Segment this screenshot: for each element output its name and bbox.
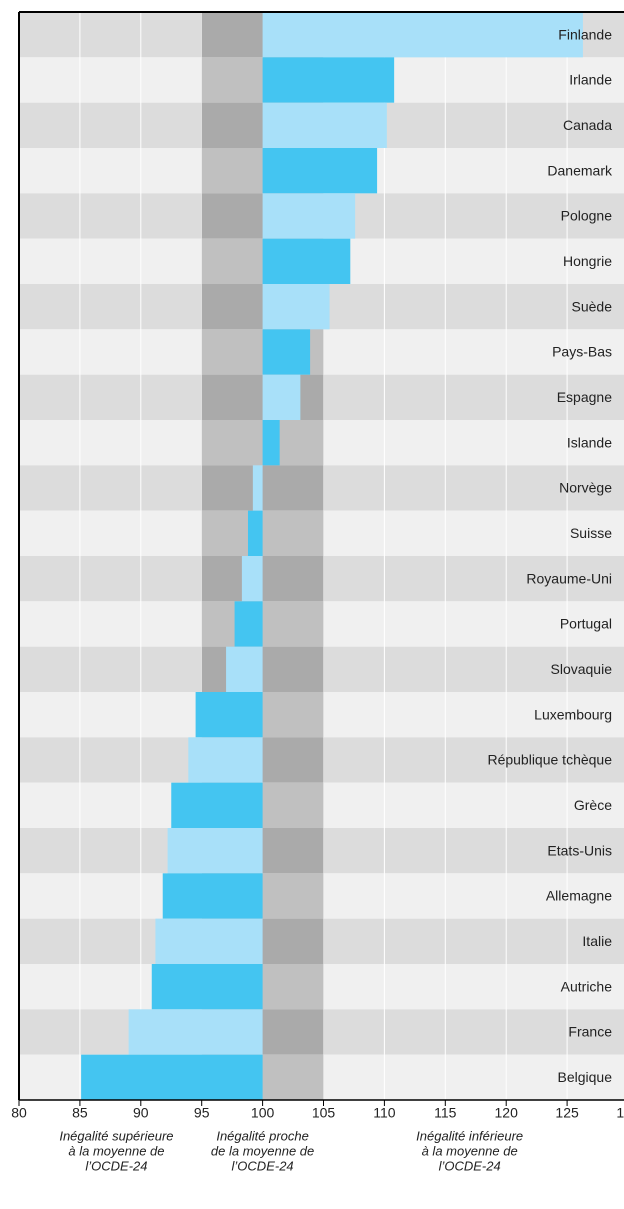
bar — [234, 601, 263, 647]
category-label: Islande — [567, 434, 612, 450]
category-label: Irlande — [569, 72, 612, 88]
bar — [262, 193, 356, 239]
category-label: Suisse — [570, 525, 612, 541]
category-label: Espagne — [557, 389, 612, 405]
bar — [262, 12, 583, 58]
bar — [241, 556, 263, 602]
category-label: Allemagne — [546, 888, 612, 904]
bar — [167, 828, 263, 874]
bar — [81, 1054, 263, 1100]
category-label: Autriche — [561, 978, 613, 994]
x-tick-label: 110 — [373, 1105, 396, 1121]
x-tick-label: 120 — [495, 1105, 519, 1121]
x-tick-label: 105 — [312, 1105, 336, 1121]
category-label: Belgique — [558, 1069, 613, 1085]
category-label: Etats-Unis — [547, 842, 612, 858]
bar — [262, 57, 395, 103]
category-label: Portugal — [560, 616, 612, 632]
category-label: Italie — [582, 933, 612, 949]
category-label: République tchèque — [487, 752, 612, 768]
x-tick-label: 100 — [251, 1105, 275, 1121]
bar — [262, 374, 301, 420]
category-label: Luxembourg — [534, 706, 612, 722]
bar — [162, 873, 263, 919]
annotation: Inégalité proche — [216, 1128, 309, 1143]
bar — [262, 284, 330, 330]
bar — [262, 102, 387, 148]
bar — [188, 737, 263, 783]
category-label: Grèce — [574, 797, 612, 813]
category-label: Suède — [572, 298, 613, 314]
bar — [195, 692, 263, 738]
bar — [155, 918, 263, 964]
category-label: Pologne — [561, 208, 613, 224]
category-label: Canada — [563, 117, 612, 133]
category-label: France — [568, 1024, 612, 1040]
bar — [171, 782, 263, 828]
x-tick-label: 125 — [555, 1105, 579, 1121]
annotation: à la moyenne de — [68, 1143, 164, 1158]
bar — [151, 964, 263, 1010]
bar — [226, 646, 263, 692]
annotation: à la moyenne de — [422, 1143, 518, 1158]
bar — [252, 465, 263, 511]
category-label: Danemark — [547, 162, 613, 178]
bar — [247, 510, 263, 556]
x-tick-label: 85 — [72, 1105, 88, 1121]
x-tick-label: 115 — [434, 1105, 457, 1121]
category-label: Finlande — [558, 26, 612, 42]
category-label: Royaume-Uni — [526, 570, 612, 586]
annotation: de la moyenne de — [211, 1143, 314, 1158]
bar — [128, 1009, 263, 1055]
bar — [262, 329, 311, 375]
bar — [262, 420, 280, 466]
bar — [262, 148, 378, 194]
x-tick-label: 130 — [616, 1105, 624, 1121]
category-label: Hongrie — [563, 253, 612, 269]
category-label: Slovaquie — [551, 661, 613, 677]
annotation: l’OCDE-24 — [439, 1158, 501, 1173]
annotation: Inégalité supérieure — [59, 1128, 173, 1143]
x-tick-label: 95 — [194, 1105, 210, 1121]
annotation: Inégalité inférieure — [416, 1128, 523, 1143]
bar — [262, 238, 351, 284]
annotation: l’OCDE-24 — [85, 1158, 147, 1173]
x-tick-label: 90 — [133, 1105, 149, 1121]
annotation: l’OCDE-24 — [232, 1158, 294, 1173]
category-label: Pays-Bas — [552, 344, 612, 360]
category-label: Norvège — [559, 480, 612, 496]
x-tick-label: 80 — [11, 1105, 27, 1121]
